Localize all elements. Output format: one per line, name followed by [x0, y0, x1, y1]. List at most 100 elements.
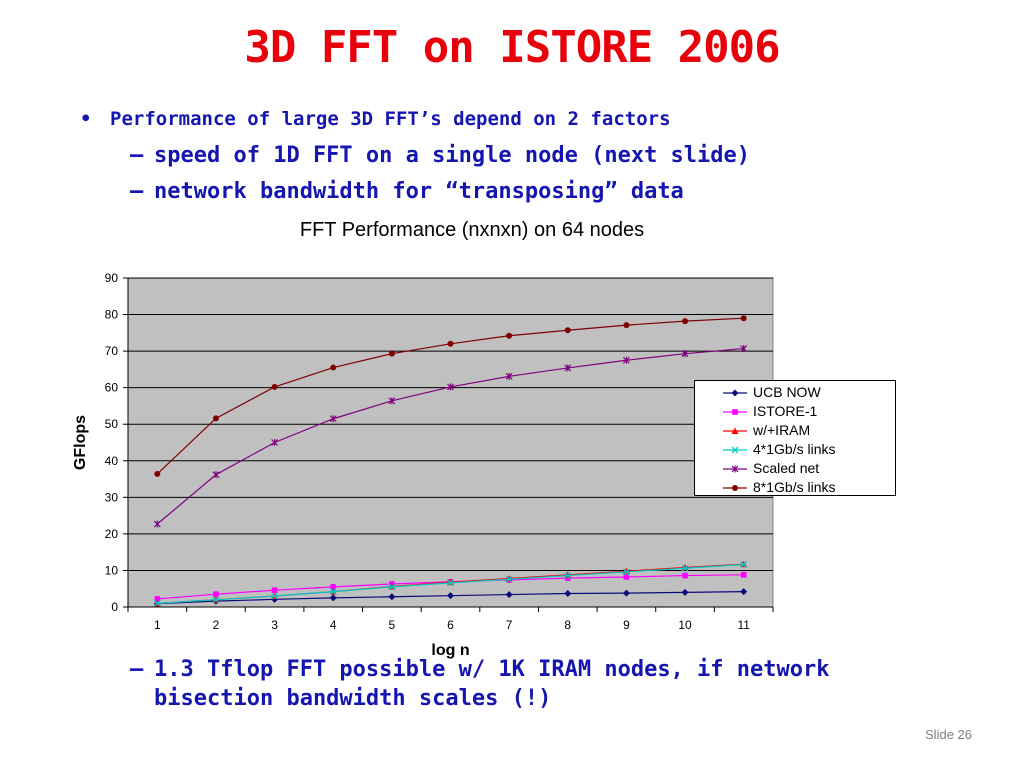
data-point-4-1gb-s-links [564, 572, 572, 580]
data-point-scaled-net [622, 356, 630, 364]
x-axis-label: log n [431, 642, 469, 659]
data-point-8-1gb-s-links [564, 327, 571, 334]
x-tick-label: 10 [678, 618, 692, 632]
y-tick-label: 40 [105, 454, 119, 468]
y-axis-label: GFlops [72, 415, 89, 470]
dash-icon: – [130, 143, 144, 168]
data-point-4-1gb-s-links [681, 564, 689, 572]
legend-swatch-icon [723, 389, 747, 397]
data-point-ucb-now [622, 589, 630, 597]
data-point-8-1gb-s-links [682, 318, 689, 325]
legend-label: ISTORE-1 [753, 403, 818, 419]
legend-swatch-icon [723, 465, 747, 473]
data-point-8-1gb-s-links [740, 315, 747, 322]
data-point-ucb-now [329, 594, 337, 602]
x-tick-label: 2 [213, 618, 220, 632]
y-tick-label: 60 [105, 381, 119, 395]
x-tick-label: 11 [737, 618, 750, 632]
sub-point-2-text: network bandwidth for “transposing” data [154, 179, 684, 204]
data-point-8-1gb-s-links [330, 364, 337, 371]
x-tick-label: 8 [564, 618, 571, 632]
x-tick-label: 1 [154, 618, 161, 632]
legend-swatch-icon [723, 409, 747, 415]
legend-label: 8*1Gb/s links [753, 479, 836, 495]
x-tick-label: 5 [389, 618, 396, 632]
bullet-icon: • [80, 108, 92, 130]
sub-point-1-text: speed of 1D FFT on a single node (next s… [154, 143, 751, 168]
data-point-4-1gb-s-links [329, 588, 337, 596]
dash-icon: – [130, 657, 144, 682]
data-point-scaled-net [388, 397, 396, 405]
y-tick-label: 50 [105, 417, 119, 431]
data-point-scaled-net [564, 364, 572, 372]
legend-label: UCB NOW [753, 384, 821, 400]
data-point-4-1gb-s-links [622, 568, 630, 576]
data-point-ucb-now [388, 593, 396, 601]
legend-item-w-iram: w/+IRAM [695, 422, 895, 441]
slide-title: 3D FFT on ISTORE 2006 [244, 22, 780, 73]
y-tick-label: 90 [105, 271, 119, 285]
y-tick-label: 10 [105, 563, 119, 577]
data-point-scaled-net [271, 439, 279, 446]
data-point-8-1gb-s-links [623, 322, 630, 329]
legend-item-istore-1: ISTORE-1 [695, 403, 895, 422]
legend-swatch-icon [723, 427, 747, 434]
data-point-4-1gb-s-links [505, 575, 513, 583]
dash-icon: – [130, 179, 144, 204]
chart-title: FFT Performance (nxnxn) on 64 nodes [299, 219, 645, 241]
legend-swatch-icon [723, 485, 747, 491]
data-point-ucb-now [681, 588, 689, 596]
legend-item-ucb-now: UCB NOW [695, 384, 895, 403]
data-point-istore-1 [682, 572, 688, 579]
legend-label: w/+IRAM [753, 422, 811, 438]
conclusion-line-2: bisection bandwidth scales (!) [154, 686, 552, 711]
data-point-8-1gb-s-links [154, 470, 161, 477]
legend-label: Scaled net [753, 460, 820, 476]
data-point-scaled-net [681, 350, 689, 358]
x-tick-label: 3 [271, 618, 278, 632]
legend-item-scaled-net: Scaled net [695, 460, 895, 479]
y-tick-label: 70 [105, 344, 119, 358]
data-point-istore-1 [271, 587, 278, 593]
data-point-4-1gb-s-links [271, 592, 279, 600]
legend-item-4-1gb-s-links: 4*1Gb/s links [695, 441, 895, 460]
data-point-8-1gb-s-links [447, 340, 454, 347]
sub-point-2: – network bandwidth for “transposing” dat… [130, 179, 684, 204]
conclusion-point: –1.3 Tflop FFT possible w/ 1K IRAM nodes… [130, 657, 830, 682]
data-point-8-1gb-s-links [212, 415, 219, 422]
sub-point-1: – speed of 1D FFT on a single node (next … [130, 143, 750, 168]
data-point-istore-1 [740, 572, 747, 578]
data-point-scaled-net [212, 471, 220, 479]
main-point-text: Performance of large 3D FFT’s depend on … [110, 108, 671, 130]
data-point-istore-1 [623, 574, 630, 580]
conclusion-line-1: 1.3 Tflop FFT possible w/ 1K IRAM nodes,… [154, 657, 830, 682]
chart-legend: UCB NOW ISTORE-1 w/+IRAM 4*1Gb/s links Scale… [694, 380, 896, 496]
x-tick-label: 4 [330, 618, 337, 632]
main-bullet-point: • Performance of large 3D FFT’s depend on… [80, 108, 671, 130]
data-point-ucb-now [564, 589, 572, 597]
data-point-scaled-net [153, 520, 161, 528]
data-point-4-1gb-s-links [388, 583, 396, 591]
y-tick-label: 80 [105, 308, 119, 322]
data-point-ucb-now [505, 591, 513, 599]
data-point-scaled-net [329, 415, 337, 423]
data-point-scaled-net [740, 345, 748, 353]
data-point-8-1gb-s-links [506, 332, 513, 339]
slide-number: Slide 26 [925, 727, 972, 742]
x-tick-label: 7 [506, 618, 513, 632]
data-point-ucb-now [740, 588, 748, 596]
data-point-istore-1 [330, 584, 337, 590]
plot-area [127, 277, 774, 608]
legend-swatch-icon [723, 446, 747, 454]
y-tick-label: 20 [105, 527, 119, 541]
legend-label: 4*1Gb/s links [753, 441, 836, 457]
data-point-4-1gb-s-links [740, 561, 748, 569]
x-tick-label: 9 [623, 618, 630, 632]
data-point-scaled-net [447, 383, 454, 391]
data-point-scaled-net [505, 372, 513, 380]
y-tick-label: 30 [105, 490, 119, 504]
data-point-8-1gb-s-links [271, 383, 278, 390]
data-point-4-1gb-s-links [447, 579, 454, 587]
data-point-istore-1 [213, 591, 219, 598]
